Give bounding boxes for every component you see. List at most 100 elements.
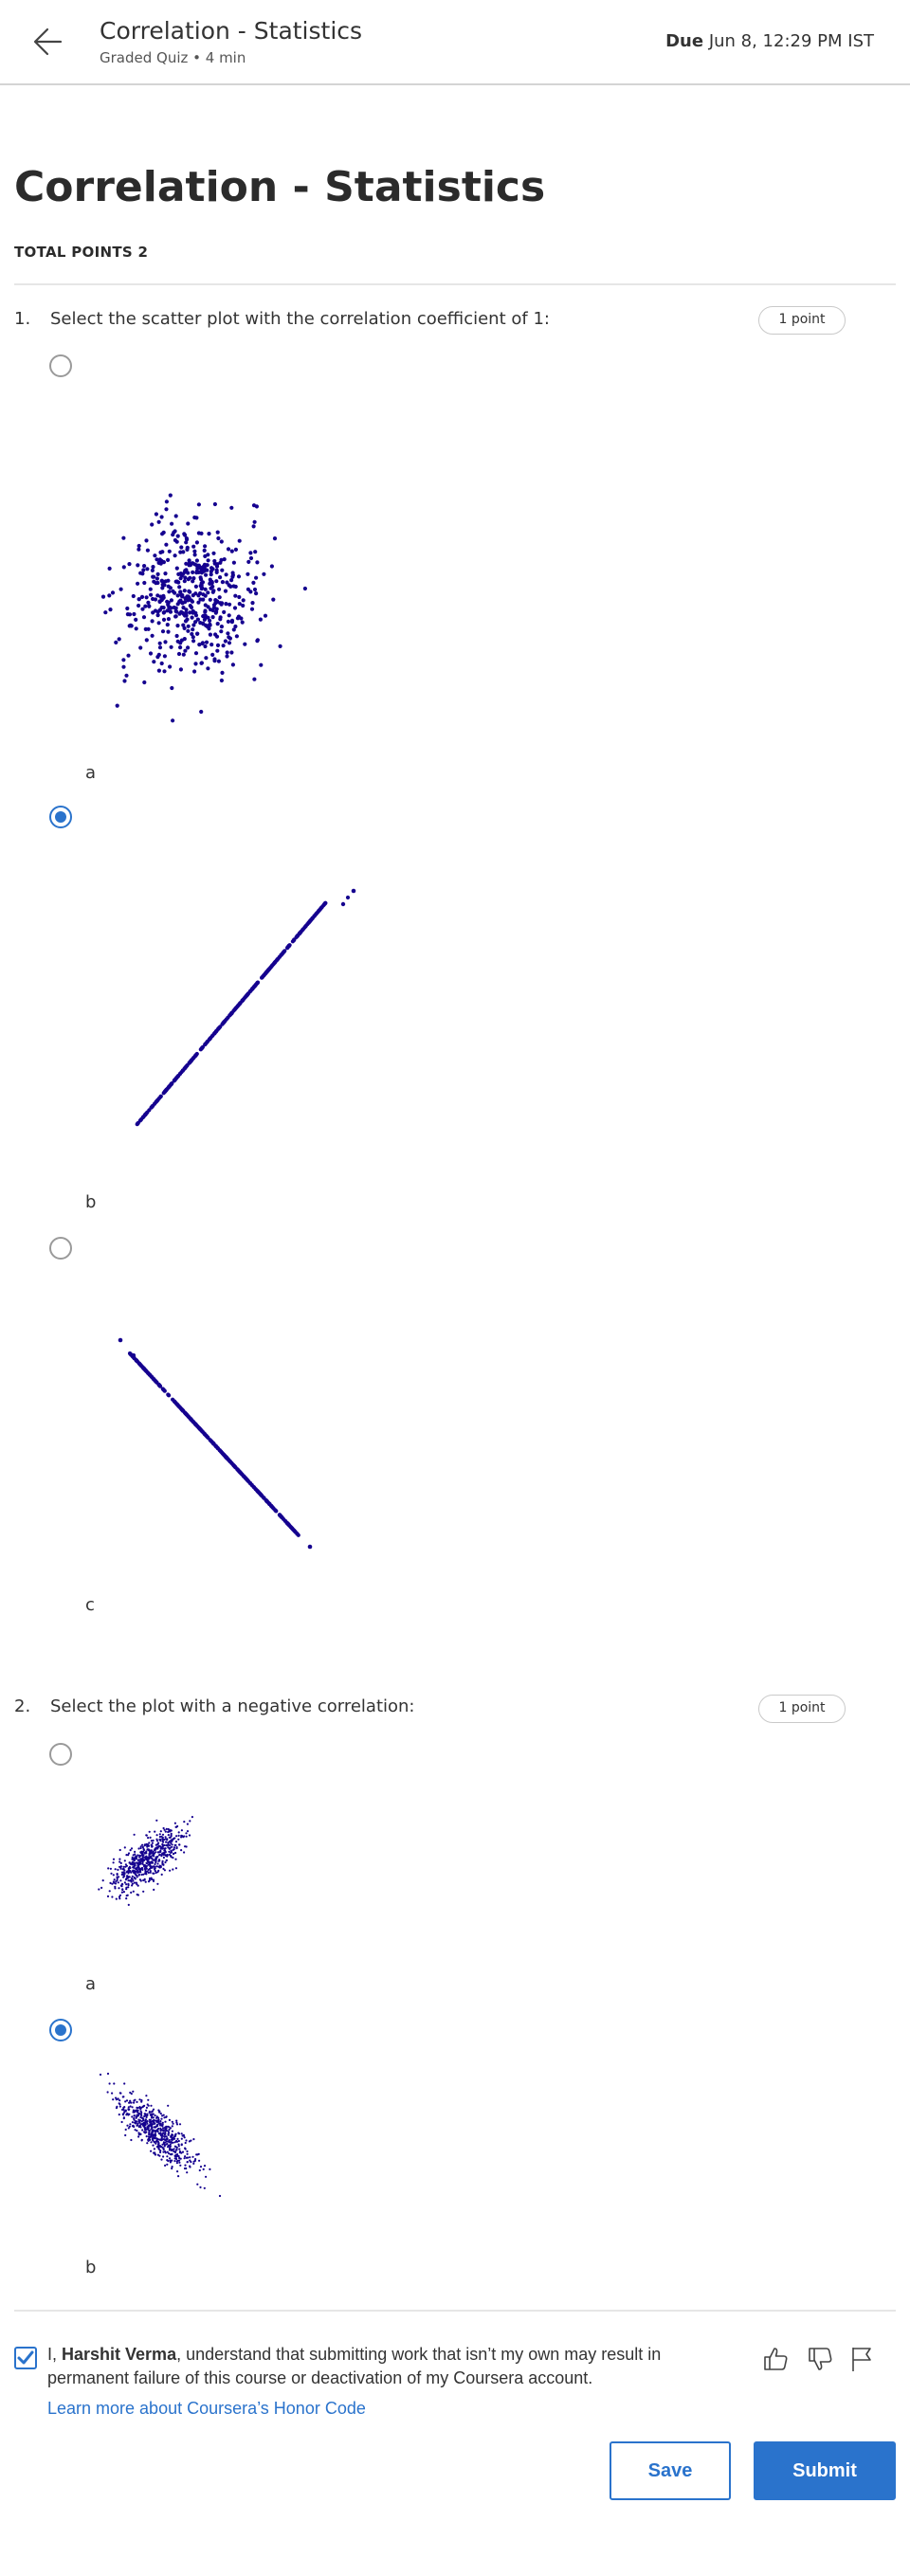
scatter-point [190,2139,192,2142]
scatter-point [150,2150,153,2152]
scatter-point [148,2118,151,2121]
option-radio-q2-b[interactable] [49,2019,72,2041]
scatter-point [139,2110,142,2113]
scatter-point [180,2132,183,2135]
scatter-point [154,2152,156,2155]
honor-code-checkbox[interactable] [14,2347,37,2369]
scatter-point [196,593,201,598]
scatter-point [204,572,209,577]
scatter-point [163,1869,166,1872]
scatter-point [184,608,189,612]
scatter-point [155,1851,157,1854]
thumbs-up-icon[interactable] [761,2345,790,2373]
scatter-point [173,2148,175,2150]
scatter-point [117,1868,119,1871]
scatter-point [167,2104,170,2107]
scatter-point [171,1845,173,1848]
scatter-point [142,1847,145,1850]
option-radio-q1-c[interactable] [49,1237,72,1260]
scatter-point [175,2119,178,2122]
scatter-point [193,651,199,656]
due-label: Due [665,31,704,51]
scatter-point [226,631,230,636]
scatter-point [136,581,140,586]
scatter-point [139,2108,142,2111]
scatter-point [171,2137,173,2140]
scatter-point [127,1879,130,1882]
scatter-point [237,1470,243,1475]
option-radio-q1-b[interactable] [49,806,72,828]
scatter-point [252,519,257,524]
scatter-point [174,1867,177,1870]
option-label: b [85,1192,97,1212]
scatter-point [127,562,132,567]
scatter-point [148,1830,151,1833]
scatter-point [123,1869,126,1872]
scatter-point [163,2116,166,2119]
scatter-point [174,1843,177,1847]
scatter-point [149,1850,152,1854]
scatter-point [182,579,187,584]
scatter-point [202,2168,205,2170]
scatter-point [169,2143,172,2146]
scatter-point [226,547,231,552]
scatter-point [189,2165,191,2168]
scatter-point [152,579,156,584]
divider [14,2310,896,2312]
scatter-point [116,1878,118,1882]
scatter-point [138,1860,141,1863]
scatter-point [232,606,238,610]
scatter-point [155,2130,157,2132]
scatter-point [185,1835,188,1838]
scatter-point [136,563,140,568]
scatter-point [121,1888,124,1892]
scatter-point [149,1870,152,1873]
scatter-point [191,1816,193,1819]
scatter-point [153,597,158,602]
scatter-point [225,650,229,655]
option-radio-q1-a[interactable] [49,354,72,377]
scatter-point [152,2108,155,2111]
scatter-point [178,2123,182,2126]
scatter-point [106,2072,110,2076]
scatter-point [155,1846,157,1849]
submit-button[interactable]: Submit [754,2441,896,2500]
scatter-point [190,631,194,637]
scatter-point [162,583,167,588]
scatter-point [121,2108,124,2112]
scatter-point [133,1833,136,1836]
option-radio-q2-a[interactable] [49,1743,72,1766]
scatter-point [161,530,166,535]
scatter-point [129,2123,132,2126]
scatter-point [144,1872,147,1875]
scatter-point [170,2149,173,2151]
scatter-point [155,2137,158,2140]
scatter-point [122,1865,125,1868]
scatter-point [259,662,264,667]
thumbs-down-icon[interactable] [806,2345,834,2373]
scatter-point [264,1498,269,1503]
question-number: 2. [14,1696,31,1716]
header-title: Correlation - Statistics [100,17,363,45]
scatter-point [161,2114,164,2117]
points-badge: 1 point [758,1695,846,1723]
scatter-point [130,1871,133,1874]
back-arrow-icon[interactable] [28,21,70,63]
scatter-point [237,602,242,607]
scatter-point [151,2137,154,2140]
scatter-point [108,1890,111,1893]
honor-code-link[interactable]: Learn more about Coursera’s Honor Code [47,2399,366,2418]
scatter-point [118,1876,120,1878]
scatter-point [248,551,253,555]
scatter-point [143,626,148,631]
scatter-point [194,540,199,545]
scatter-point [171,2130,173,2132]
scatter-point [168,493,173,498]
scatter-point [136,1854,139,1857]
scatter-point [144,1843,147,1846]
save-button[interactable]: Save [610,2441,731,2500]
scatter-point [188,604,192,608]
scatter-point [176,2153,179,2156]
flag-icon[interactable] [847,2345,876,2373]
scatter-point [203,544,208,549]
